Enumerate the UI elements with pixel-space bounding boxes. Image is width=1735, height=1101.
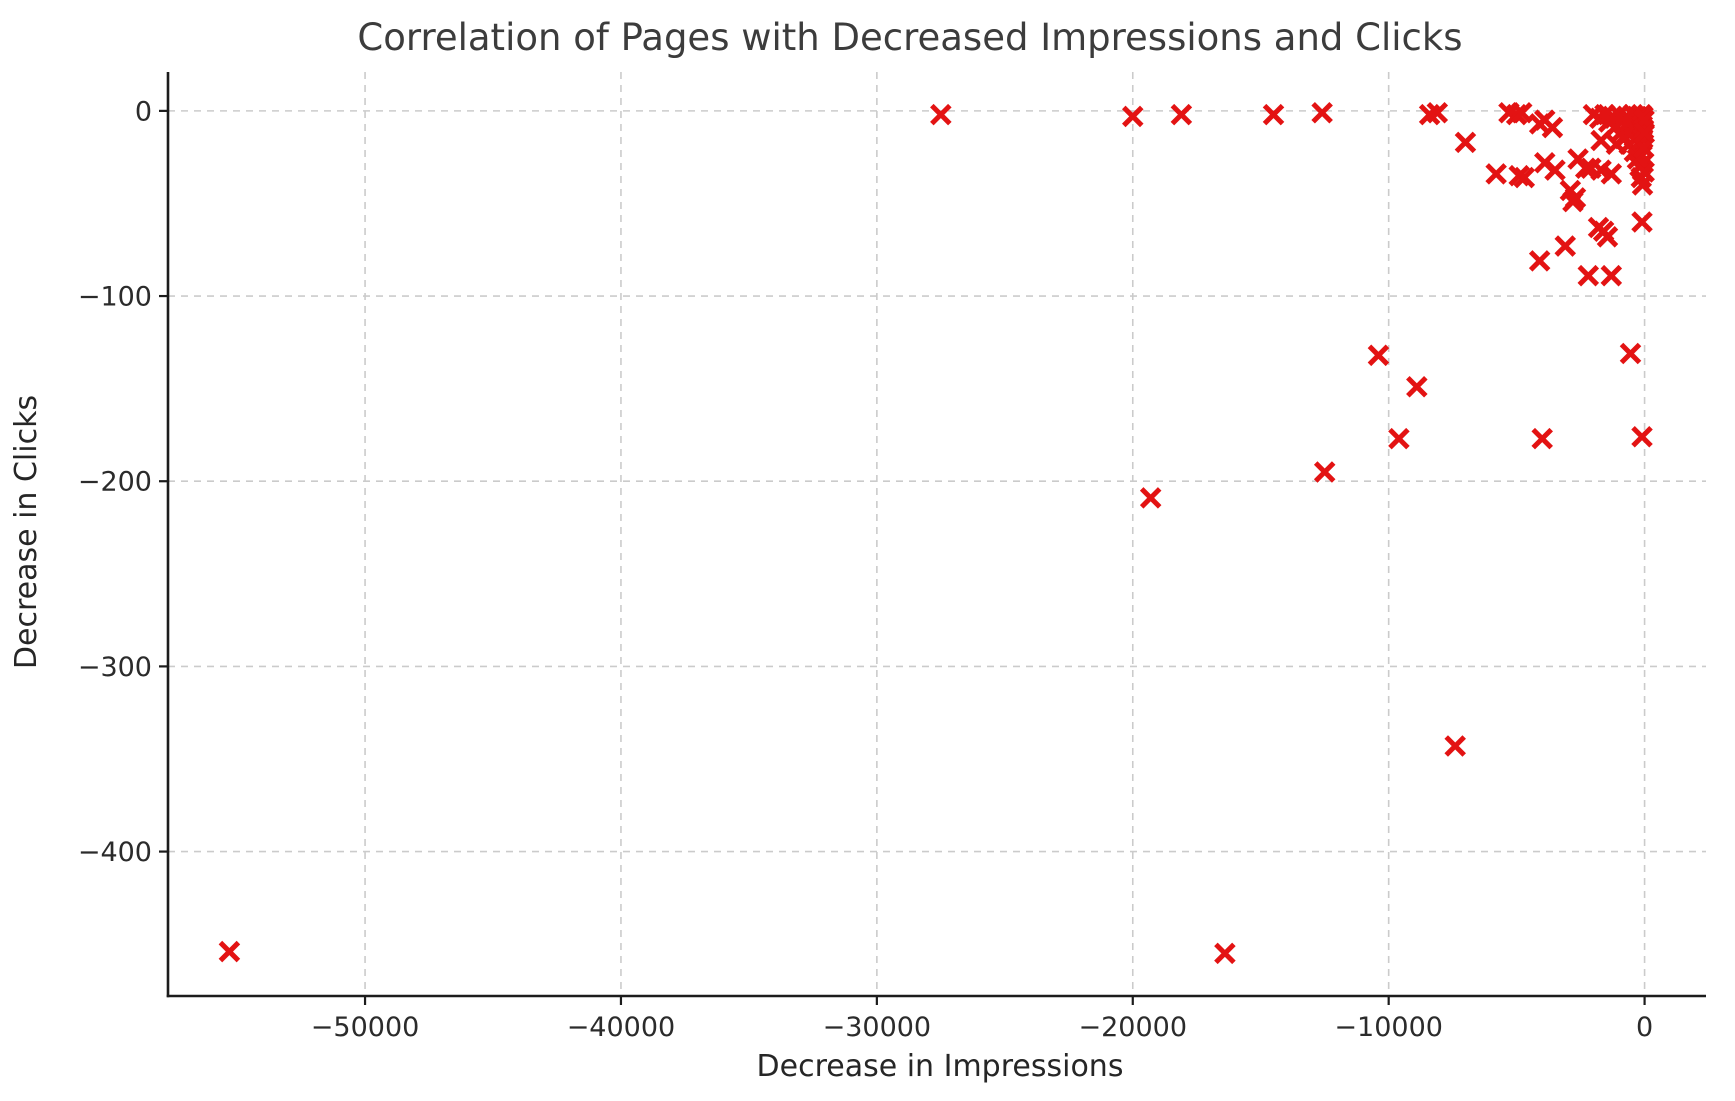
data-point-marker xyxy=(1544,159,1566,181)
data-point-marker xyxy=(1619,342,1642,365)
data-point-marker xyxy=(1531,427,1553,450)
x-tick-label: −10000 xyxy=(1334,1012,1443,1043)
data-point-marker xyxy=(1600,264,1623,287)
data-point-marker xyxy=(1406,376,1428,398)
data-point-marker xyxy=(1454,131,1477,154)
x-tick-label: −40000 xyxy=(567,1012,676,1043)
data-point-marker xyxy=(1564,187,1587,209)
y-tick-label: 0 xyxy=(135,96,152,127)
data-point-marker xyxy=(1633,161,1655,183)
data-point-marker xyxy=(1170,103,1193,126)
data-point-marker xyxy=(1631,211,1653,233)
data-point-marker xyxy=(1367,344,1390,367)
x-tick-label: −50000 xyxy=(311,1012,420,1043)
data-point-marker xyxy=(1214,942,1236,965)
data-point-marker xyxy=(1311,101,1333,124)
y-axis-label: Decrease in Clicks xyxy=(9,395,44,669)
data-point-marker xyxy=(1513,166,1536,189)
tick-marks xyxy=(159,109,1646,1005)
data-point-marker xyxy=(1122,105,1144,128)
data-point-marker xyxy=(1600,163,1623,185)
data-point-marker xyxy=(930,103,952,126)
data-point-marker xyxy=(1485,163,1507,185)
y-tick-labels: 0 −100 −200 −300 −400 xyxy=(78,96,152,868)
x-axis-label: Decrease in Impressions xyxy=(757,1049,1124,1084)
data-point-marker xyxy=(1528,250,1551,272)
y-tick-label: −300 xyxy=(78,652,152,683)
data-point-marker xyxy=(1596,226,1619,248)
data-point-marker xyxy=(1633,122,1656,144)
x-tick-labels: −50000 −40000 −30000 −20000 −10000 0 xyxy=(311,1012,1653,1043)
x-tick-label: −20000 xyxy=(1079,1012,1188,1043)
data-point-marker xyxy=(1510,101,1533,124)
data-point-marker xyxy=(1444,735,1466,757)
y-tick-label: −200 xyxy=(78,467,152,498)
data-point-marker xyxy=(218,940,241,963)
data-point-marker xyxy=(1577,264,1600,287)
data-point-marker xyxy=(1139,487,1162,509)
y-tick-label: −400 xyxy=(78,837,152,868)
axes-spines xyxy=(166,72,1706,998)
gridlines xyxy=(168,72,1706,996)
data-points xyxy=(218,101,1656,965)
data-point-marker xyxy=(1541,116,1564,139)
chart-title: Correlation of Pages with Decreased Impr… xyxy=(357,16,1462,59)
data-point-marker xyxy=(1590,129,1612,152)
y-tick-label: −100 xyxy=(78,282,152,313)
data-point-marker xyxy=(1554,235,1577,257)
data-point-marker xyxy=(1262,103,1285,126)
data-point-marker xyxy=(1631,426,1653,448)
data-point-marker xyxy=(1388,427,1410,450)
x-tick-label: 0 xyxy=(1636,1012,1653,1043)
x-tick-label: −30000 xyxy=(823,1012,932,1043)
data-point-marker xyxy=(1426,101,1449,124)
data-point-marker xyxy=(1313,461,1336,483)
